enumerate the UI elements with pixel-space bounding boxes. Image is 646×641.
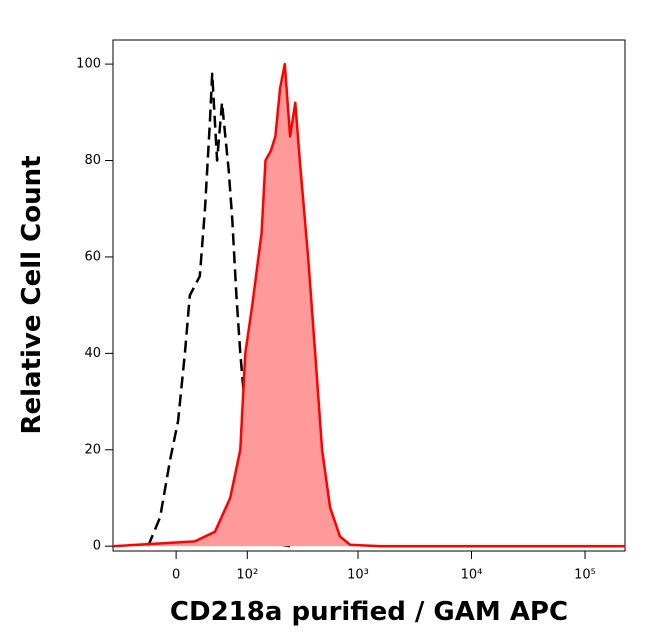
x-tick-label: 10⁵ xyxy=(574,568,596,583)
x-tick-label: 10⁴ xyxy=(461,568,483,583)
y-tick-label: 20 xyxy=(84,442,101,457)
x-axis-title: CD218a purified / GAM APC xyxy=(170,597,568,627)
y-tick-label: 40 xyxy=(84,346,101,361)
x-tick-label: 0 xyxy=(172,568,180,583)
histogram-line xyxy=(112,62,625,548)
plot-frame xyxy=(112,39,626,552)
x-tick-label: 10² xyxy=(236,568,258,583)
x-tick-label: 10³ xyxy=(347,568,369,583)
y-tick-label: 100 xyxy=(76,57,101,72)
y-tick-label: 80 xyxy=(84,153,101,168)
y-axis-title: Relative Cell Count xyxy=(17,155,47,434)
y-tick-label: 60 xyxy=(84,249,101,264)
y-tick-label: 0 xyxy=(93,539,101,554)
